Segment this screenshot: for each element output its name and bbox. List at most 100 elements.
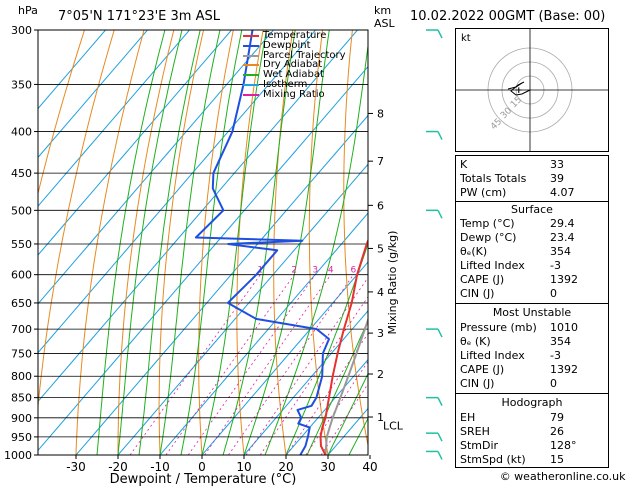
- legend-item: Mixing Ratio: [241, 88, 371, 100]
- isotherm-line: [327, 407, 368, 455]
- height-tick-label: 8: [377, 107, 384, 120]
- wind-barb-flag: [437, 209, 443, 219]
- index-row-k: K 33: [460, 158, 564, 171]
- separator: [456, 393, 608, 394]
- legend-item: Dewpoint: [241, 39, 371, 51]
- surface-row-cin: CIN (J) 0: [460, 287, 557, 300]
- height-tick-label: 3: [377, 327, 384, 340]
- mu-row-li: Lifted Index -3: [460, 349, 561, 362]
- legend-label: Dewpoint: [263, 39, 311, 51]
- hodograph-ring-label-15: 15: [509, 95, 524, 110]
- pressure-tick-label: 1000: [4, 449, 32, 462]
- mixing-ratio-label: 25: [435, 266, 446, 276]
- legend-item: Temperature: [241, 30, 371, 41]
- pressure-tick-label: 850: [11, 392, 32, 405]
- hodograph-ring-label-45: 45: [489, 117, 504, 132]
- legend-swatch: [243, 93, 259, 96]
- legend-label: Parcel Trajectory: [263, 49, 346, 61]
- legend-label: Mixing Ratio: [263, 88, 325, 100]
- indices-panel: K 33 Totals Totals 39 PW (cm) 4.07 Surface …: [455, 155, 609, 468]
- temperature-tick-label: 20: [278, 460, 293, 474]
- hodograph-plot: kt 45 30 15 +: [456, 29, 608, 151]
- dry-adiabat-line: [410, 30, 455, 455]
- isotherm-line: [285, 358, 368, 455]
- temperature-tick-label: -30: [66, 460, 86, 474]
- mixing-ratio-label: 15: [402, 266, 413, 276]
- hodograph-title: Hodograph: [501, 396, 563, 409]
- dewpoint-line: [194, 30, 330, 455]
- x-axis-label: Dewpoint / Temperature (°C): [110, 472, 297, 486]
- legend-item: Parcel Trajectory: [241, 49, 371, 61]
- legend-swatch: [243, 44, 259, 47]
- legend-label: Wet Adiabat: [263, 69, 324, 81]
- temperature-tick-label: 40: [362, 460, 377, 474]
- credit-text: © weatheronline.co.uk: [499, 470, 626, 483]
- surface-row-li: Lifted Index -3: [460, 259, 561, 272]
- height-tick-label: 2: [377, 368, 384, 381]
- mixing-ratio-label: 20: [420, 266, 432, 276]
- isotherm-line: [38, 30, 274, 305]
- lcl-label: LCL: [383, 420, 404, 433]
- height-tick-label: 1: [377, 411, 384, 424]
- hodo-row-stmspd: StmSpd (kt) 15: [460, 453, 564, 466]
- pressure-tick-label: 950: [11, 431, 32, 444]
- surface-row-cape: CAPE (J) 1392: [460, 273, 578, 286]
- pressure-tick-label: 650: [11, 297, 32, 310]
- pressure-tick-label: 750: [11, 347, 32, 360]
- date-title: 10.02.2022 00GMT (Base: 00): [410, 9, 606, 24]
- parcel-trajectory-line: [324, 316, 368, 455]
- wind-barb-flag: [437, 451, 443, 460]
- height-tick-label: 7: [377, 155, 384, 168]
- temperature-tick-label: 30: [320, 460, 335, 474]
- mixing-ratio-label: 3: [312, 266, 318, 276]
- legend-swatch: [243, 35, 259, 37]
- mixing-ratio-line: [129, 274, 261, 455]
- wind-barb-flag: [437, 397, 443, 406]
- hodograph-panel: kt 45 30 15 +: [455, 28, 609, 152]
- plot-frame: [37, 29, 369, 456]
- location-title: 7°05'N 171°23'E 3m ASL: [58, 9, 220, 24]
- dry-adiabat-line: [75, 30, 145, 455]
- hodo-row-sreh: SREH 26: [460, 425, 564, 438]
- isotherm-line: [38, 30, 190, 207]
- temperature-tick-label: 0: [198, 460, 206, 474]
- surface-row-temp: Temp (°C) 29.4: [460, 217, 575, 230]
- legend-item: Dry Adiabat: [241, 59, 371, 71]
- dry-adiabat-line: [38, 30, 115, 412]
- separator: [456, 201, 608, 202]
- storm-motion-marker: +: [515, 86, 523, 96]
- wind-barb-flag: [437, 131, 443, 140]
- legend-item: Isotherm: [241, 79, 371, 90]
- mu-row-thetae: θₑ (K) 354: [460, 335, 571, 348]
- temperature-line: [319, 238, 368, 455]
- mu-row-pressure: Pressure (mb) 1010: [460, 321, 578, 334]
- pressure-tick-label: 900: [11, 412, 32, 425]
- isotherm-line: [38, 30, 232, 256]
- surface-row-dewp: Dewp (°C) 23.4: [460, 231, 575, 244]
- wet-adiabat-line: [327, 372, 368, 455]
- most-unstable-title: Most Unstable: [492, 306, 572, 319]
- temperature-tick-label: -10: [150, 460, 170, 474]
- dry-adiabat-line: [158, 30, 204, 455]
- pressure-tick-label: 400: [11, 126, 32, 139]
- hodograph-kt-label: kt: [461, 33, 471, 44]
- pressure-unit-label: hPa: [18, 4, 38, 17]
- pressure-tick-label: 350: [11, 78, 32, 91]
- wet-adiabat-line: [138, 30, 201, 455]
- pressure-tick-label: 550: [11, 238, 32, 251]
- isotherm-line: [38, 30, 148, 159]
- asl-label: ASL: [374, 17, 395, 30]
- surface-row-thetae: θₑ(K) 354: [460, 245, 571, 258]
- index-row-totals: Totals Totals 39: [460, 172, 564, 185]
- legend-label: Dry Adiabat: [263, 59, 323, 71]
- hodo-row-eh: EH 79: [460, 411, 564, 424]
- dry-adiabat-line: [38, 30, 85, 196]
- mu-row-cape: CAPE (J) 1392: [460, 363, 578, 376]
- wind-barb-flag: [437, 29, 443, 39]
- dry-adiabat-line: [620, 30, 629, 455]
- pressure-tick-label: 800: [11, 370, 32, 383]
- legend-item: Wet Adiabat: [241, 69, 371, 81]
- pressure-tick-label: 600: [11, 269, 32, 282]
- hodograph-ring-label-30: 30: [499, 106, 514, 121]
- wind-barb-flag: [437, 432, 443, 442]
